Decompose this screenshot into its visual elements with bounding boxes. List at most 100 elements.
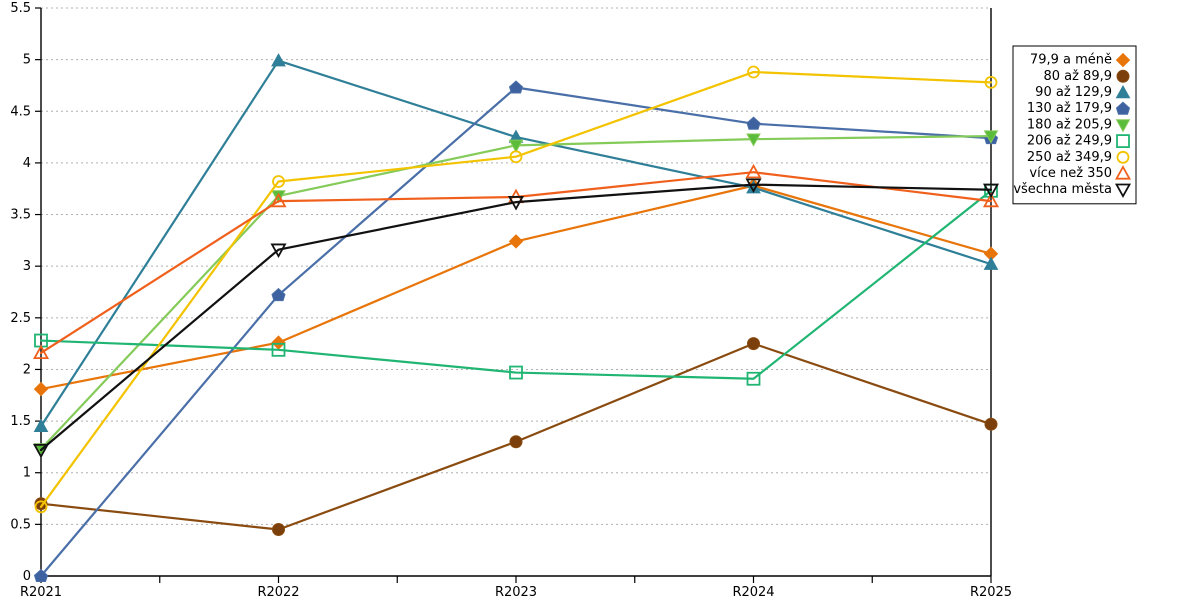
marker-circle bbox=[984, 417, 998, 431]
marker-triangle-down bbox=[983, 130, 999, 144]
legend-item-label: všechna města bbox=[1013, 182, 1112, 197]
marker-pentagon bbox=[746, 116, 761, 130]
y-tick-label: 4.5 bbox=[10, 104, 31, 119]
legend-item-label: 180 až 205,9 bbox=[1027, 117, 1112, 132]
marker-diamond bbox=[271, 335, 286, 350]
marker-square-open bbox=[1116, 134, 1130, 149]
series-6 bbox=[34, 65, 998, 514]
marker-triangle-down-open bbox=[1114, 183, 1132, 199]
series-0 bbox=[33, 178, 999, 397]
series-line bbox=[39, 189, 993, 380]
y-tick-label: 1.5 bbox=[10, 414, 31, 429]
marker-pentagon bbox=[33, 568, 49, 583]
x-tick-label-R2025: R2025 bbox=[970, 585, 1012, 600]
series-3 bbox=[33, 80, 999, 583]
marker-circle-open bbox=[1116, 150, 1130, 164]
grid-lines: 0 0.5 1 1.5 2 2.5 3 3.5 4 4.5 5 5.5 bbox=[10, 1, 991, 584]
series-line bbox=[39, 171, 993, 355]
marker-pentagon bbox=[508, 80, 524, 94]
x-axis-ticks: R2021 R2022 R2023 R2024 R2025 bbox=[20, 576, 1012, 600]
legend-item-label: 250 až 349,9 bbox=[1027, 150, 1112, 165]
legend-background bbox=[1012, 45, 1137, 205]
marker-circle-open bbox=[272, 175, 285, 188]
y-tick-label: 1 bbox=[23, 466, 31, 481]
y-tick-label: 5.5 bbox=[10, 1, 31, 16]
marker-triangle-down-open bbox=[270, 243, 287, 259]
legend-item-label: 206 až 249,9 bbox=[1027, 134, 1112, 149]
marker-triangle-down-open bbox=[982, 183, 1000, 199]
marker-triangle-down bbox=[1115, 119, 1131, 133]
legend-item-5[interactable]: 206 až 249,9 bbox=[1027, 134, 1130, 149]
legend-item-7[interactable]: více než 350 bbox=[1029, 165, 1132, 181]
y-tick-label: 3.5 bbox=[10, 208, 31, 223]
marker-circle bbox=[34, 497, 48, 511]
marker-triangle-down-open bbox=[32, 443, 50, 459]
marker-diamond bbox=[508, 234, 524, 249]
y-tick-label: 5 bbox=[23, 53, 31, 68]
legend-item-label: 79,9 a méně bbox=[1030, 53, 1112, 68]
series-8 bbox=[32, 178, 1000, 459]
marker-triangle-up bbox=[271, 53, 286, 67]
series-1 bbox=[34, 337, 998, 537]
y-tick-label: 2 bbox=[23, 362, 31, 377]
x-tick-label-R2024: R2024 bbox=[732, 585, 774, 600]
y-tick-label: 0 bbox=[23, 569, 31, 584]
legend-item-2[interactable]: 90 až 129,9 bbox=[1035, 84, 1131, 100]
legend-item-8[interactable]: všechna města bbox=[1013, 182, 1132, 199]
series-line bbox=[39, 70, 993, 508]
legend-item-label: 130 až 179,9 bbox=[1027, 101, 1112, 116]
marker-diamond bbox=[1115, 52, 1131, 68]
y-tick-label: 0.5 bbox=[10, 517, 31, 532]
legend-item-1[interactable]: 80 až 89,9 bbox=[1043, 69, 1130, 84]
legend-item-6[interactable]: 250 až 349,9 bbox=[1027, 150, 1130, 165]
marker-triangle-up-open bbox=[1114, 165, 1132, 180]
marker-triangle-up-open bbox=[745, 163, 762, 179]
marker-diamond bbox=[33, 381, 49, 397]
marker-square-open bbox=[509, 365, 523, 380]
series-5 bbox=[34, 183, 998, 386]
x-tick-label-R2022: R2022 bbox=[257, 585, 299, 600]
marker-circle-open bbox=[509, 150, 523, 164]
y-tick-label: 3 bbox=[23, 259, 31, 274]
series-line bbox=[39, 86, 993, 578]
marker-circle bbox=[509, 435, 523, 449]
legend-item-3[interactable]: 130 až 179,9 bbox=[1027, 101, 1131, 116]
marker-circle bbox=[747, 337, 760, 351]
marker-square-open bbox=[746, 371, 761, 386]
marker-triangle-down-open bbox=[745, 178, 762, 193]
marker-triangle-down bbox=[746, 133, 761, 147]
legend-item-4[interactable]: 180 až 205,9 bbox=[1027, 117, 1131, 133]
marker-triangle-up-open bbox=[270, 192, 287, 208]
marker-triangle-down bbox=[508, 139, 524, 153]
marker-circle-open bbox=[984, 75, 998, 89]
marker-triangle-up-open bbox=[32, 344, 50, 360]
series-4 bbox=[33, 130, 999, 457]
x-tick-label-R2021: R2021 bbox=[20, 585, 62, 600]
marker-circle bbox=[272, 523, 285, 537]
legend-item-label: více než 350 bbox=[1029, 166, 1112, 181]
marker-triangle-down bbox=[271, 190, 286, 204]
marker-triangle-down-open bbox=[507, 196, 525, 211]
marker-pentagon bbox=[1115, 101, 1131, 115]
legend-item-label: 80 až 89,9 bbox=[1043, 69, 1112, 84]
y-tick-label: 4 bbox=[23, 156, 31, 171]
marker-square-open bbox=[271, 342, 286, 357]
series-7 bbox=[32, 163, 1000, 360]
marker-pentagon bbox=[271, 287, 286, 302]
y-tick-label: 2.5 bbox=[10, 311, 31, 326]
series-line bbox=[39, 184, 993, 391]
legend-item-0[interactable]: 79,9 a méně bbox=[1030, 52, 1131, 68]
series-line bbox=[39, 183, 993, 452]
marker-circle-open bbox=[34, 500, 48, 514]
marker-circle bbox=[1116, 69, 1130, 83]
marker-triangle-up-open bbox=[982, 192, 1000, 208]
marker-triangle-up bbox=[1115, 84, 1131, 99]
series-group bbox=[32, 53, 1000, 583]
marker-triangle-up bbox=[983, 256, 999, 270]
marker-circle-open bbox=[747, 65, 760, 79]
x-tick-label-R2023: R2023 bbox=[495, 585, 537, 600]
legend-item-label: 90 až 129,9 bbox=[1035, 85, 1112, 100]
